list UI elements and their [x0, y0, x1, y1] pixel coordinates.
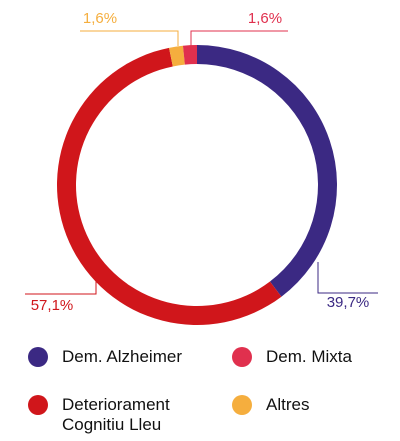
data-label: 57,1%	[31, 297, 74, 314]
donut-slice	[169, 45, 185, 67]
legend-label: Dem. Alzheimer	[62, 347, 182, 366]
legend-item: Deteriorament Cognitiu Lleu	[28, 395, 208, 435]
legend-item: Dem. Alzheimer	[28, 347, 208, 367]
donut-slice	[182, 45, 197, 65]
legend-swatch	[232, 395, 252, 415]
legend-swatch	[232, 347, 252, 367]
leader-line	[80, 30, 179, 46]
legend-swatch	[28, 395, 48, 415]
data-label: 39,7%	[327, 294, 370, 311]
legend-label: Dem. Mixta	[266, 347, 352, 366]
legend-label: Altres	[266, 395, 310, 414]
leader-line	[25, 273, 97, 295]
donut-slice	[56, 47, 282, 326]
leader-line	[317, 262, 378, 294]
legend-item: Altres	[232, 395, 400, 415]
legend-label: Deteriorament Cognitiu Lleu	[62, 395, 170, 434]
legend-item: Dem. Mixta	[232, 347, 400, 367]
donut-slice	[197, 45, 337, 297]
legend-swatch	[28, 347, 48, 367]
data-label: 1,6%	[248, 10, 282, 27]
data-label: 1,6%	[83, 10, 117, 27]
leader-line	[190, 30, 288, 46]
